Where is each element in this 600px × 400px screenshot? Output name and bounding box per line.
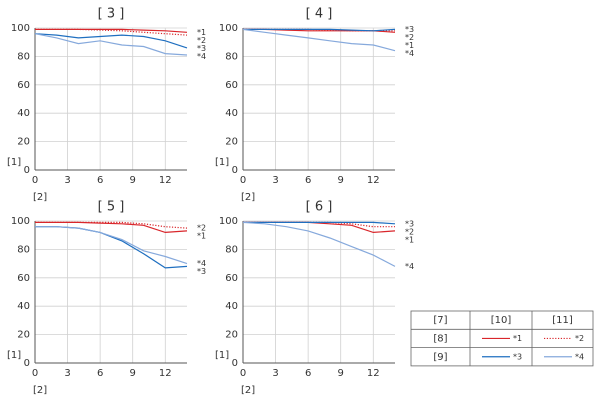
y-tick-label: 40 <box>225 108 238 119</box>
x-tick-label: 9 <box>338 368 344 379</box>
chart-title: [ 5 ] <box>98 200 125 215</box>
y-tick-label: 40 <box>17 301 30 312</box>
x-tick-label: 0 <box>32 368 38 379</box>
x-tick-label: 6 <box>305 368 311 379</box>
legend-label: *1 <box>513 334 522 343</box>
x-tick-label: 12 <box>159 175 172 186</box>
chart-title: [ 6 ] <box>306 200 333 215</box>
table-header: [11] <box>552 315 573 326</box>
series-end-label: *1 <box>405 41 414 50</box>
series-end-label: *2 <box>405 33 414 42</box>
series-line <box>242 28 396 52</box>
series-end-label: *4 <box>405 262 414 271</box>
y-tick-label: 0 <box>232 358 238 369</box>
legend-label: *4 <box>575 352 584 361</box>
y-tick-label: 20 <box>17 137 30 148</box>
y-tick-label: 80 <box>17 244 30 255</box>
x-tick-label: 9 <box>338 175 344 186</box>
chart-title: [ 3 ] <box>98 7 125 22</box>
x-axis-label: [2] <box>33 192 47 203</box>
x-tick-label: 3 <box>64 368 70 379</box>
table-header: [7] <box>433 315 447 326</box>
plot-area <box>35 221 187 363</box>
y-tick-label: 0 <box>232 165 238 176</box>
legend-label: *3 <box>513 352 522 361</box>
x-tick-label: 6 <box>97 368 103 379</box>
x-tick-label: 0 <box>240 368 246 379</box>
series-end-label: *4 <box>197 52 206 61</box>
y-axis-label: [1] <box>7 157 21 168</box>
x-axis-label: [2] <box>241 385 255 396</box>
y-tick-label: 60 <box>225 273 238 284</box>
y-tick-label: 100 <box>11 216 30 227</box>
x-tick-label: 12 <box>159 368 172 379</box>
series-end-label: *2 <box>405 227 414 236</box>
series-line <box>243 221 396 225</box>
x-tick-label: 0 <box>32 175 38 186</box>
series-end-label: *1 <box>197 232 206 241</box>
series-line <box>35 221 188 229</box>
series-end-label: *1 <box>405 235 414 244</box>
y-tick-label: 40 <box>17 108 30 119</box>
plot-area <box>243 28 395 170</box>
x-tick-label: 12 <box>367 368 380 379</box>
chart-title: [ 4 ] <box>306 7 333 22</box>
x-tick-label: 3 <box>64 175 70 186</box>
y-axis-label: [1] <box>215 350 229 361</box>
series-line <box>34 33 188 56</box>
x-tick-label: 3 <box>272 368 278 379</box>
plot-area <box>243 221 395 363</box>
series-end-label: *4 <box>405 49 414 58</box>
table-row-label: [8] <box>433 333 447 344</box>
series-end-label: *3 <box>197 267 206 276</box>
x-tick-label: 6 <box>305 175 311 186</box>
series-end-label: *1 <box>197 28 206 37</box>
y-tick-label: 0 <box>24 358 30 369</box>
series-line <box>34 33 188 49</box>
plot-area <box>35 28 187 170</box>
series-end-label: *3 <box>197 44 206 53</box>
x-tick-label: 12 <box>367 175 380 186</box>
x-tick-label: 9 <box>130 368 136 379</box>
y-tick-label: 0 <box>24 165 30 176</box>
table-header: [10] <box>491 315 512 326</box>
x-axis-label: [2] <box>241 192 255 203</box>
x-axis-label: [2] <box>33 385 47 396</box>
y-tick-label: 100 <box>11 23 30 34</box>
y-tick-label: 60 <box>225 80 238 91</box>
series-end-label: *3 <box>405 219 414 228</box>
y-tick-label: 40 <box>225 301 238 312</box>
x-tick-label: 0 <box>240 175 246 186</box>
series-line <box>35 28 188 36</box>
x-tick-label: 6 <box>97 175 103 186</box>
y-axis-label: [1] <box>7 350 21 361</box>
y-tick-label: 100 <box>219 23 238 34</box>
y-tick-label: 20 <box>225 137 238 148</box>
y-tick-label: 20 <box>17 330 30 341</box>
legend-label: *2 <box>575 334 584 343</box>
series-end-label: *2 <box>197 36 206 45</box>
y-tick-label: 80 <box>225 51 238 62</box>
series-line <box>243 28 396 32</box>
y-tick-label: 100 <box>219 216 238 227</box>
series-end-label: *2 <box>197 224 206 233</box>
series-end-label: *4 <box>197 259 206 268</box>
y-tick-label: 80 <box>225 244 238 255</box>
series-line <box>35 226 188 265</box>
x-tick-label: 9 <box>130 175 136 186</box>
table-row-label: [9] <box>433 352 447 363</box>
x-tick-label: 3 <box>272 175 278 186</box>
series-end-label: *3 <box>405 25 414 34</box>
y-tick-label: 60 <box>17 273 30 284</box>
series-line <box>242 221 396 267</box>
y-tick-label: 20 <box>225 330 238 341</box>
y-tick-label: 60 <box>17 80 30 91</box>
y-axis-label: [1] <box>215 157 229 168</box>
y-tick-label: 80 <box>17 51 30 62</box>
